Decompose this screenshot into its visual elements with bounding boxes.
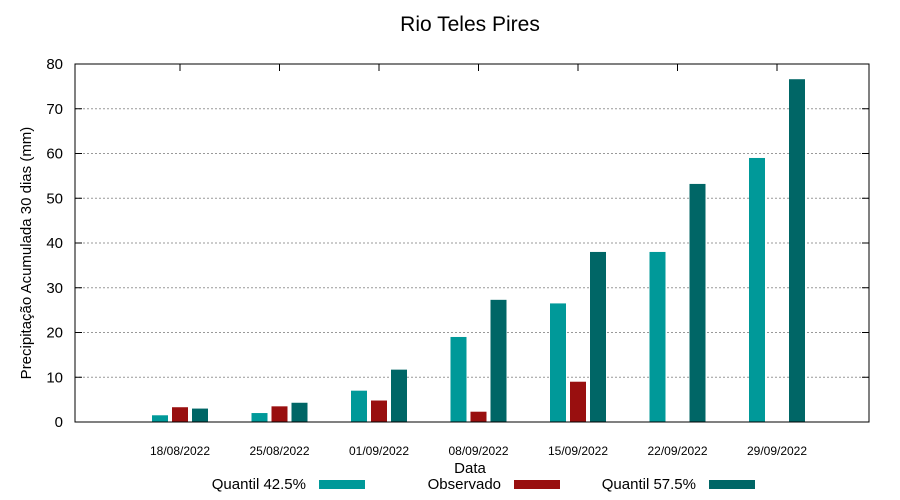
y-tick-label: 80 xyxy=(46,56,63,73)
bar xyxy=(391,369,407,422)
x-tick-label: 01/09/2022 xyxy=(349,444,409,458)
gridlines xyxy=(75,108,869,378)
bars xyxy=(152,79,805,422)
legend: Quantil 42.5% Observado Quantil 57.5% xyxy=(212,476,755,493)
bar xyxy=(590,251,606,422)
x-axis-label: Data xyxy=(454,460,486,477)
bar xyxy=(689,183,706,422)
y-tick-label: 0 xyxy=(55,414,63,431)
bar xyxy=(351,390,367,422)
x-tick-label: 22/09/2022 xyxy=(647,444,707,458)
legend-label: Quantil 57.5% xyxy=(602,476,696,493)
y-tick-label: 50 xyxy=(46,190,63,207)
legend-swatch xyxy=(319,480,365,489)
bar xyxy=(251,413,268,422)
legend-label: Observado xyxy=(428,476,501,493)
bar xyxy=(749,157,765,422)
legend-label: Quantil 42.5% xyxy=(212,476,306,493)
bar xyxy=(291,402,308,422)
x-tick-label: 15/09/2022 xyxy=(548,444,608,458)
bar xyxy=(470,411,487,422)
bar xyxy=(371,400,387,422)
legend-swatch xyxy=(514,480,560,489)
bar xyxy=(490,299,507,422)
bar xyxy=(271,406,288,422)
x-tick-label: 29/09/2022 xyxy=(747,444,807,458)
y-axis: 0 10 20 30 40 50 60 70 80 xyxy=(46,56,869,431)
y-tick-label: 10 xyxy=(46,369,63,386)
y-tick-label: 20 xyxy=(46,325,63,342)
y-tick-label: 60 xyxy=(46,146,63,163)
bar xyxy=(789,79,805,422)
x-tick-label: 25/08/2022 xyxy=(249,444,309,458)
bar xyxy=(192,408,208,422)
y-tick-label: 70 xyxy=(46,101,63,118)
bar xyxy=(450,336,467,422)
bar xyxy=(550,303,566,422)
y-tick-label: 40 xyxy=(46,235,63,252)
y-axis-label: Precipitação Acumulada 30 dias (mm) xyxy=(18,127,35,380)
bar xyxy=(649,251,666,422)
x-tick-label: 18/08/2022 xyxy=(150,444,210,458)
bar xyxy=(152,415,168,422)
x-axis: 18/08/2022 25/08/2022 01/09/2022 08/09/2022… xyxy=(150,64,807,458)
chart-title: Rio Teles Pires xyxy=(400,13,540,36)
legend-swatch xyxy=(709,480,755,489)
bar xyxy=(172,407,188,422)
bar xyxy=(570,381,586,422)
x-tick-label: 08/09/2022 xyxy=(448,444,508,458)
y-tick-label: 30 xyxy=(46,280,63,297)
